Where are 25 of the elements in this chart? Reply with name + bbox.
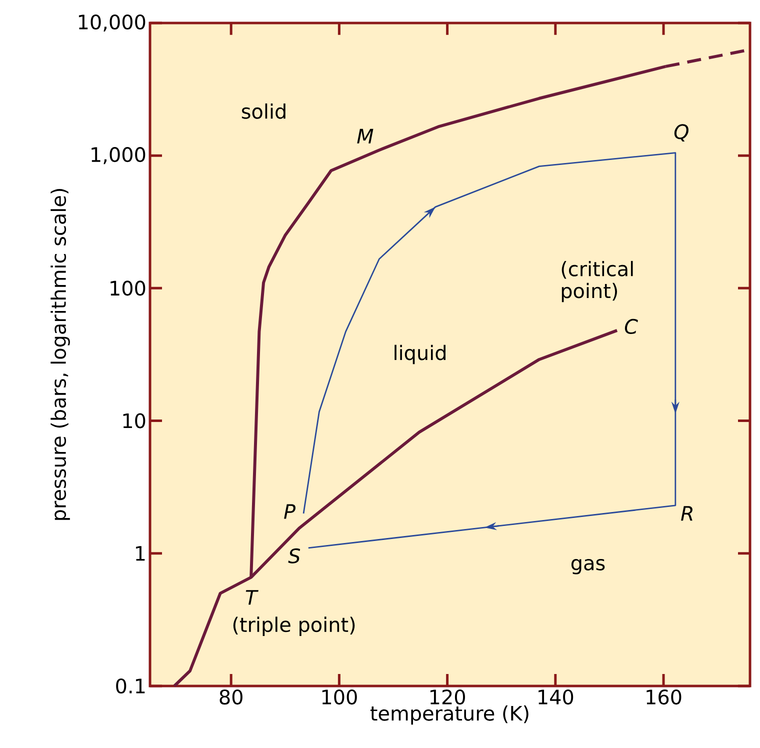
y-tick-label: 100 <box>110 280 146 296</box>
x-tick-label: 100 <box>322 690 357 705</box>
annotation: solid <box>242 103 286 119</box>
y-tick-label: 0.1 <box>116 678 145 694</box>
y-tick-label: 1,000 <box>92 147 146 164</box>
y-tick-label: 10 <box>123 413 146 428</box>
x-tick-label: 120 <box>430 690 465 705</box>
x-tick-label: 160 <box>646 690 682 705</box>
annotation: P <box>284 504 296 519</box>
y-axis-title: pressure (bars, logarithmic scale) <box>50 188 70 520</box>
annotation: Q <box>674 124 688 142</box>
y-tick-label: 10,000 <box>78 14 146 32</box>
annotation: (triple point) <box>233 616 355 636</box>
annotation: (critical point) <box>562 260 633 302</box>
x-tick-label: 140 <box>538 690 574 705</box>
x-axis-title: temperature (K) <box>370 705 528 725</box>
x-tick-label: 80 <box>220 690 242 705</box>
annotation: S <box>288 548 300 564</box>
annotation: C <box>624 318 638 334</box>
y-tick-label: 1 <box>136 546 145 561</box>
annotation: liquid <box>394 344 446 364</box>
annotation: T <box>246 590 258 605</box>
annotation: gas <box>571 559 605 574</box>
annotation: R <box>681 506 692 521</box>
annotation: M <box>357 128 374 144</box>
